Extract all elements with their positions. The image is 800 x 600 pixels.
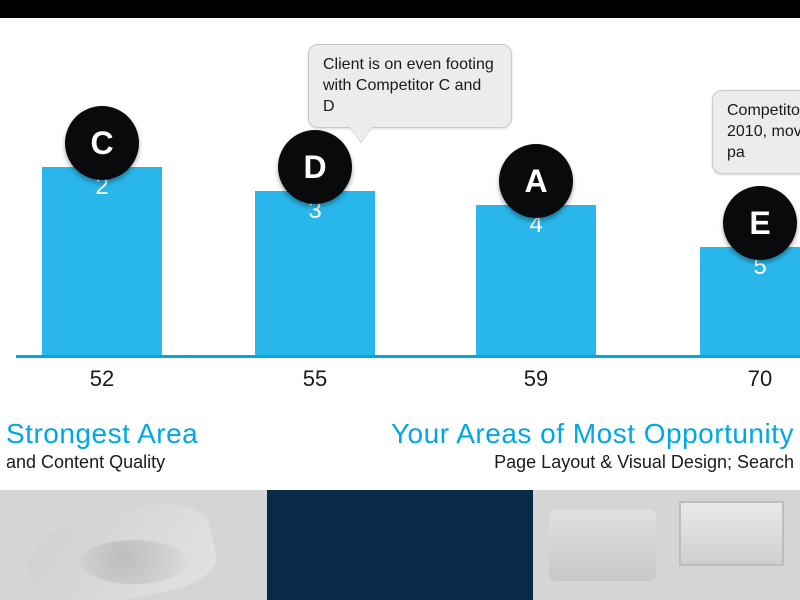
x-tick-label: 70 xyxy=(700,366,800,392)
decorative-photo xyxy=(533,490,800,600)
decorative-photo xyxy=(0,490,267,600)
competitor-badge: E xyxy=(723,186,797,260)
x-axis xyxy=(16,355,800,358)
speech-callout: Competitor © 2010, moved pa xyxy=(712,90,800,174)
competitor-letter: E xyxy=(749,205,770,242)
summary-title: Your Areas of Most Opportunity xyxy=(391,418,794,450)
competitor-badge: D xyxy=(278,130,352,204)
summary-right: Your Areas of Most Opportunity Page Layo… xyxy=(391,418,794,473)
footer-photo-cell xyxy=(533,490,800,600)
top-black-bar xyxy=(0,0,800,18)
callout-text: Client is on even footing with Competito… xyxy=(323,56,494,115)
speech-callout: Client is on even footing with Competito… xyxy=(308,44,512,128)
summary-row: Strongest Area and Content Quality Your … xyxy=(0,412,800,490)
bar: 2 xyxy=(42,167,162,355)
x-tick-label: 55 xyxy=(255,366,375,392)
page-root: { "chart": { "type": "bar", "axis_color"… xyxy=(0,0,800,600)
competitor-letter: C xyxy=(90,125,113,162)
chart-area: Client is on even footing with Competito… xyxy=(0,18,800,398)
bar: 4 xyxy=(476,205,596,355)
competitor-letter: D xyxy=(303,149,326,186)
competitor-badge: C xyxy=(65,106,139,180)
summary-subtitle: Page Layout & Visual Design; Search xyxy=(391,452,794,473)
footer-image-strip xyxy=(0,490,800,600)
bar: 5 xyxy=(700,247,800,355)
bar: 3 xyxy=(255,191,375,355)
footer-photo-cell xyxy=(0,490,267,600)
summary-left: Strongest Area and Content Quality xyxy=(6,418,198,473)
summary-subtitle: and Content Quality xyxy=(6,452,198,473)
footer-navy-cell xyxy=(267,490,534,600)
competitor-badge: A xyxy=(499,144,573,218)
summary-title: Strongest Area xyxy=(6,418,198,450)
x-tick-label: 52 xyxy=(42,366,162,392)
competitor-letter: A xyxy=(524,163,547,200)
callout-text: Competitor © 2010, moved pa xyxy=(727,102,800,161)
x-tick-label: 59 xyxy=(476,366,596,392)
callout-tail-icon xyxy=(349,126,373,142)
